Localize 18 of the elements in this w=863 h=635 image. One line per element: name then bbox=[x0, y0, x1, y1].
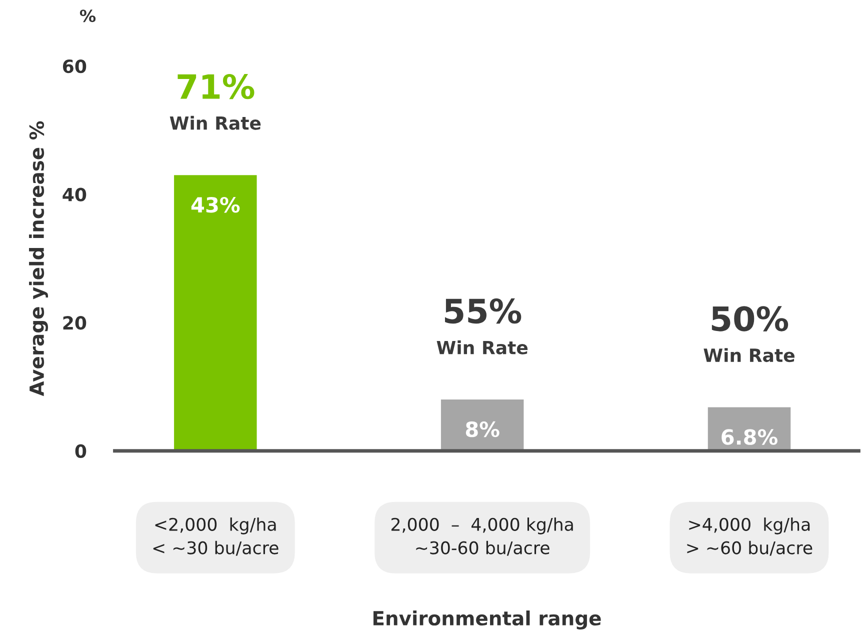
annotation: 71% Win Rate bbox=[170, 74, 261, 130]
x-axis-title: Environmental range bbox=[373, 610, 601, 630]
y-tick-label: 40 bbox=[62, 188, 86, 202]
x-tick-label: 2,000 – 4,000 kg/ha ~30-60 bu/acre bbox=[391, 518, 573, 556]
x-tick-label: >4,000 kg/ha > ~60 bu/acre bbox=[687, 518, 812, 556]
bar bbox=[440, 400, 524, 451]
y-tick-label: 0 bbox=[75, 444, 86, 458]
data-label: 8% bbox=[466, 421, 500, 438]
annotation: 50% Win Rate bbox=[704, 306, 794, 362]
x-tick-label: <2,000 kg/ha < ~30 bu/acre bbox=[153, 518, 278, 556]
data-label: 43% bbox=[191, 196, 240, 213]
y-tick-label: 20 bbox=[63, 316, 86, 330]
bar bbox=[174, 175, 257, 451]
y-axis-title: Average yield increase % bbox=[29, 121, 48, 396]
text: % bbox=[80, 10, 96, 22]
annotation: 55% Win Rate bbox=[436, 298, 528, 354]
y-tick-label: 60 bbox=[62, 60, 86, 74]
data-label: 6.8% bbox=[722, 429, 778, 445]
